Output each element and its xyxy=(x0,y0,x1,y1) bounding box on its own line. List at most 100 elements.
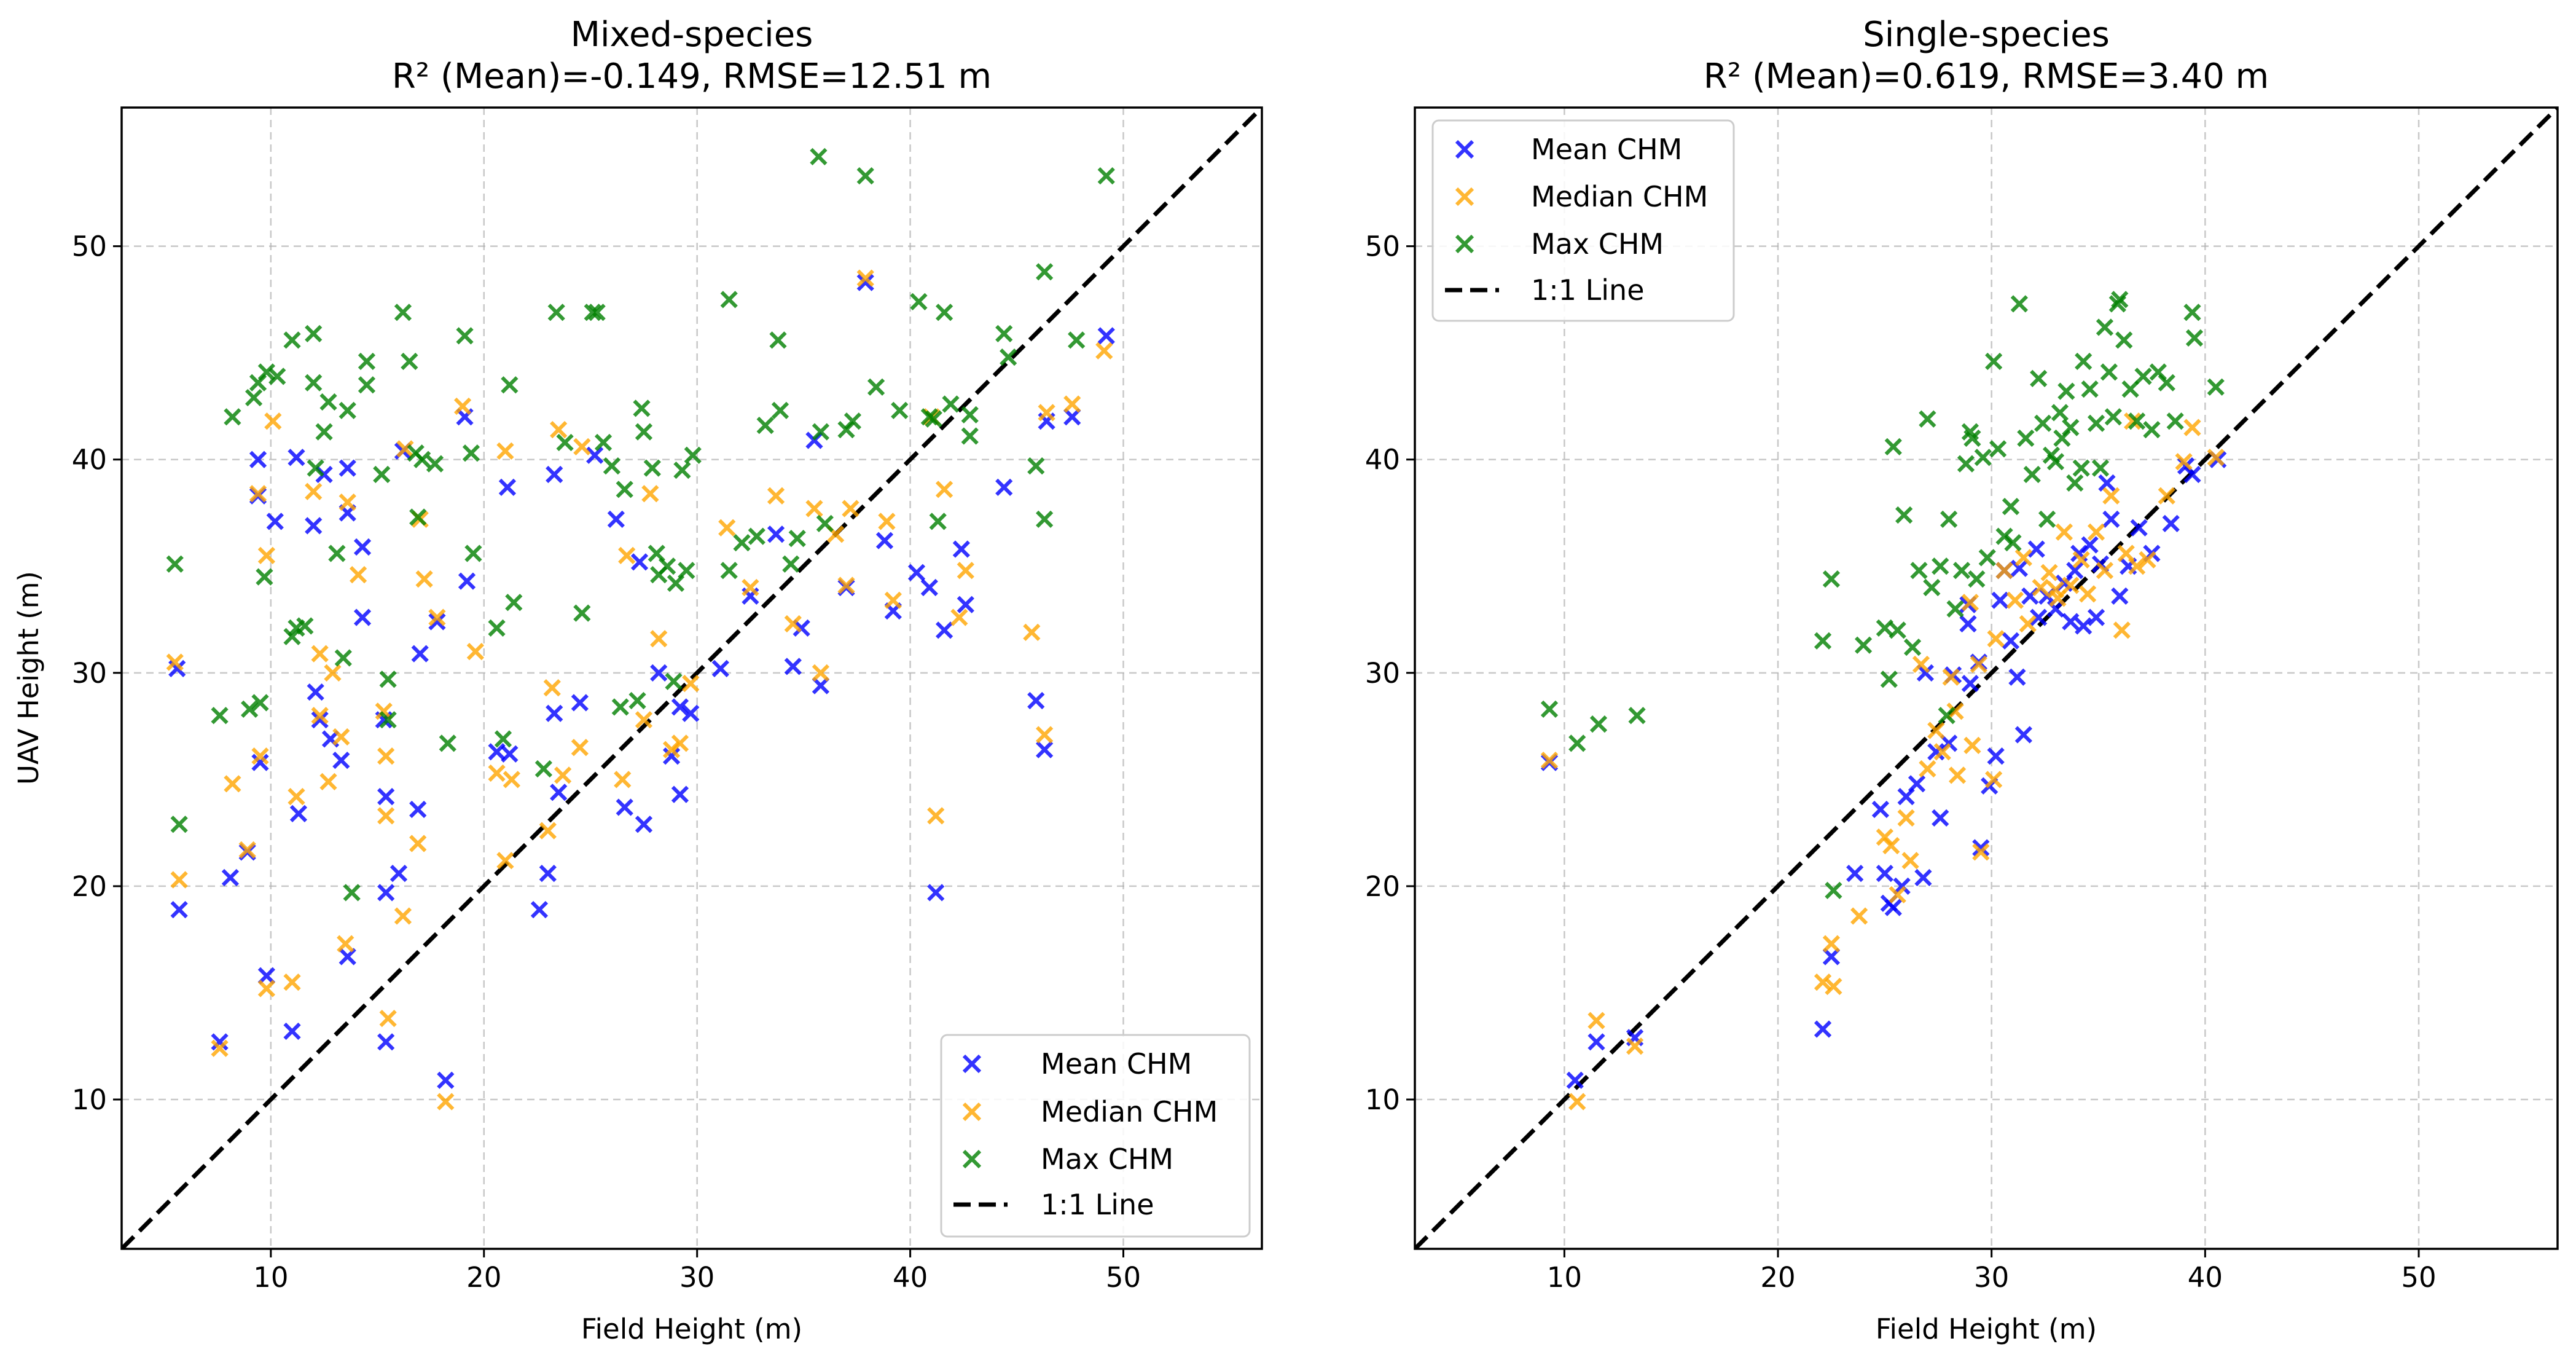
point-max xyxy=(748,527,765,545)
point-median xyxy=(554,766,572,784)
point-max xyxy=(1910,562,1928,580)
point-max xyxy=(439,734,456,752)
point-max xyxy=(769,331,787,349)
point-max xyxy=(319,393,337,411)
point-max xyxy=(2111,291,2129,309)
point-max xyxy=(1946,600,1964,618)
point-max xyxy=(505,594,523,612)
point-max xyxy=(1825,881,1842,899)
legend-label-max: Max CHM xyxy=(1041,1143,1173,1176)
point-max xyxy=(2023,465,2041,484)
point-max xyxy=(756,417,774,435)
point-mean xyxy=(1932,809,1949,827)
point-median xyxy=(1963,736,1981,754)
point-max xyxy=(616,481,633,498)
point-max xyxy=(810,148,828,165)
x-ticks: 10 20 30 40 50 xyxy=(1547,1249,2437,1294)
point-mean xyxy=(793,619,810,637)
point-median xyxy=(1970,655,1987,674)
point-median xyxy=(856,269,874,287)
point-max xyxy=(684,446,702,464)
point-mean xyxy=(1972,839,1990,857)
point-mean xyxy=(1566,1071,1584,1089)
point-median xyxy=(718,519,736,537)
chart-title: Mixed-species xyxy=(571,15,813,55)
point-median xyxy=(1995,562,2013,580)
legend-label-mean: Mean CHM xyxy=(1041,1047,1192,1080)
point-mean xyxy=(2014,726,2032,744)
point-median xyxy=(166,653,184,671)
point-max xyxy=(925,410,942,428)
point-max xyxy=(305,324,323,343)
point-max xyxy=(2062,419,2080,436)
x-tick-label: 30 xyxy=(679,1261,714,1294)
point-max xyxy=(635,423,653,441)
point-mean xyxy=(1908,775,1926,793)
point-max xyxy=(942,395,960,413)
point-mean xyxy=(1871,800,1890,819)
point-median xyxy=(767,487,785,505)
x-axis-label: Field Height (m) xyxy=(581,1313,802,1345)
point-max xyxy=(1854,636,1873,654)
point-max xyxy=(844,412,862,430)
data-points xyxy=(1540,291,2227,1111)
point-max xyxy=(1822,570,1841,588)
point-median xyxy=(375,702,393,720)
point-max xyxy=(588,304,606,321)
point-max xyxy=(2046,453,2065,471)
point-max xyxy=(2115,331,2133,349)
x-tick-label: 10 xyxy=(1547,1261,1582,1294)
point-mean xyxy=(1876,864,1893,883)
x-axis-label: Field Height (m) xyxy=(1876,1313,2097,1345)
point-mean xyxy=(607,510,625,529)
point-mean xyxy=(927,884,945,902)
point-median xyxy=(650,630,668,648)
point-mean xyxy=(2183,465,2201,484)
point-max xyxy=(2075,352,2093,371)
point-mean xyxy=(2162,514,2180,532)
point-max xyxy=(456,327,474,345)
point-max xyxy=(379,671,397,688)
point-median xyxy=(571,739,589,757)
legend-marker-median xyxy=(1455,187,1474,206)
point-max xyxy=(488,619,506,637)
point-max xyxy=(1889,621,1906,639)
point-median xyxy=(409,835,427,852)
point-mean xyxy=(1036,741,1054,758)
point-mean xyxy=(662,747,681,765)
point-median xyxy=(2102,487,2120,505)
point-mean xyxy=(784,658,802,675)
point-median xyxy=(2055,523,2073,541)
point-max xyxy=(305,374,323,391)
point-median xyxy=(927,807,945,825)
point-max xyxy=(573,604,591,622)
point-max xyxy=(339,401,356,420)
y-tick-label: 40 xyxy=(1365,444,1400,476)
point-max xyxy=(166,555,184,573)
point-median xyxy=(2062,576,2080,594)
legend-label-max: Max CHM xyxy=(1531,227,1664,261)
point-max xyxy=(464,545,482,562)
point-median xyxy=(1942,668,1960,686)
point-mean xyxy=(812,677,830,694)
point-max xyxy=(856,167,874,185)
point-median xyxy=(332,728,350,746)
point-median xyxy=(1825,977,1842,996)
x-tick-label: 40 xyxy=(2188,1261,2223,1294)
point-mean xyxy=(616,798,633,816)
point-mean xyxy=(952,540,970,558)
point-mean xyxy=(767,525,785,543)
point-mean xyxy=(1893,877,1911,895)
point-max xyxy=(961,427,979,445)
point-median xyxy=(264,412,282,430)
point-max xyxy=(1923,578,1941,597)
point-max xyxy=(462,444,480,462)
y-tick-label: 20 xyxy=(72,870,107,903)
point-max xyxy=(1000,348,1017,366)
point-median xyxy=(950,608,968,626)
point-mean xyxy=(458,572,476,590)
point-median xyxy=(1933,743,1951,761)
point-mean xyxy=(2027,540,2045,558)
point-max xyxy=(534,760,553,778)
x-tick-label: 30 xyxy=(1974,1261,2009,1294)
